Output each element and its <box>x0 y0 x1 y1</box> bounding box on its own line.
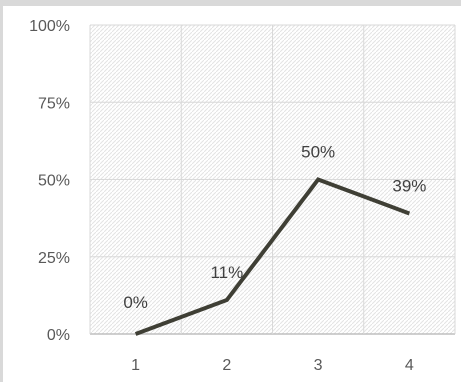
data-label: 0% <box>123 293 148 312</box>
y-tick-label: 50% <box>38 173 70 190</box>
y-tick-label: 0% <box>47 327 70 344</box>
x-tick-label: 1 <box>131 357 140 374</box>
top-border <box>0 0 461 6</box>
data-label: 50% <box>301 143 335 162</box>
y-tick-label: 100% <box>29 18 70 35</box>
y-tick-label: 25% <box>38 250 70 267</box>
y-tick-label: 75% <box>38 95 70 112</box>
data-label: 39% <box>392 176 426 195</box>
data-label: 11% <box>210 263 243 282</box>
left-border <box>0 0 3 382</box>
x-tick-label: 3 <box>314 357 323 374</box>
series-line <box>134 177 411 336</box>
x-tick-label: 4 <box>405 357 414 374</box>
x-tick-label: 2 <box>222 357 231 374</box>
